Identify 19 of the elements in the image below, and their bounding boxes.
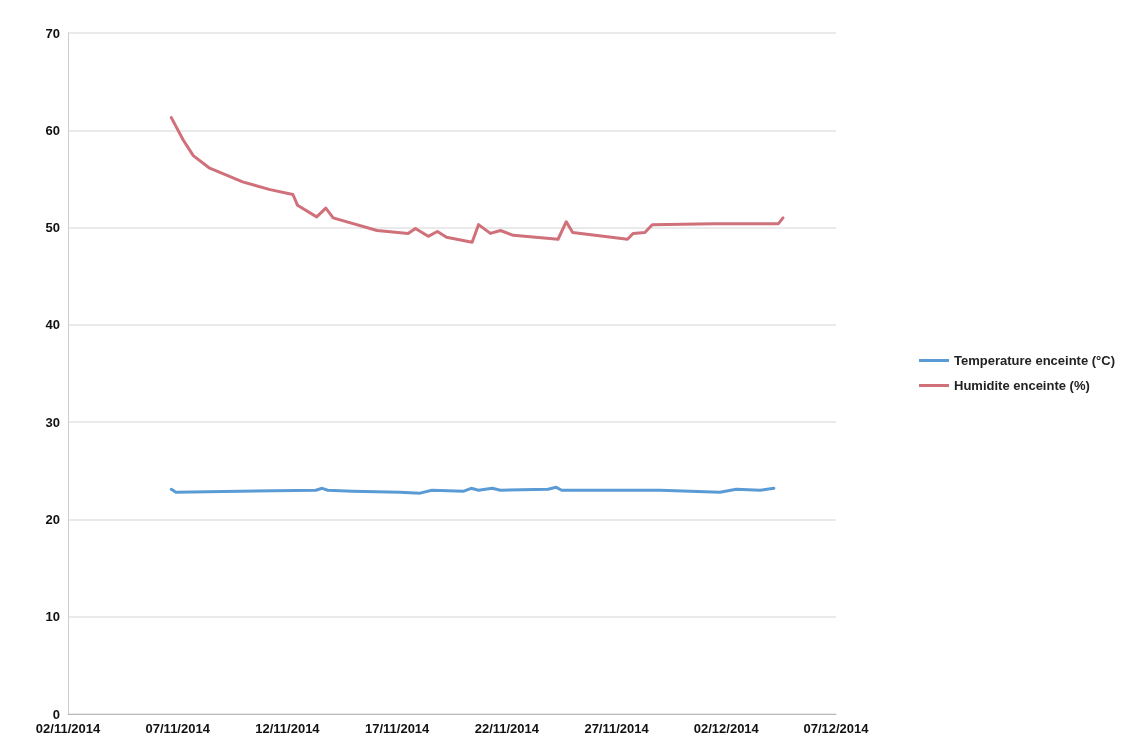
- x-tick-label: 17/11/2014: [364, 721, 431, 736]
- x-tick-label: 27/11/2014: [584, 721, 650, 736]
- x-tick-label: 22/11/2014: [474, 721, 540, 736]
- legend-label: Temperature enceinte (°C): [954, 353, 1115, 368]
- y-tick-label: 70: [45, 25, 60, 41]
- y-tick-label: 50: [45, 220, 60, 236]
- line-series: [169, 116, 785, 244]
- x-tick-label: 12/11/2014: [255, 721, 321, 736]
- y-tick-label: 60: [45, 122, 60, 138]
- x-tick-label: 07/12/2014: [803, 721, 870, 736]
- legend-label: Humidite enceinte (%): [954, 378, 1090, 393]
- y-tick-label: 20: [45, 511, 60, 527]
- y-tick-label: 10: [45, 609, 60, 625]
- x-tick-label: 07/11/2014: [145, 721, 211, 736]
- y-tick-label: 30: [45, 414, 60, 430]
- x-tick-label: 02/12/2014: [693, 721, 760, 736]
- y-tick-label: 0: [52, 706, 60, 722]
- x-tick-label: 02/11/2014: [35, 721, 101, 736]
- y-tick-label: 40: [45, 317, 60, 333]
